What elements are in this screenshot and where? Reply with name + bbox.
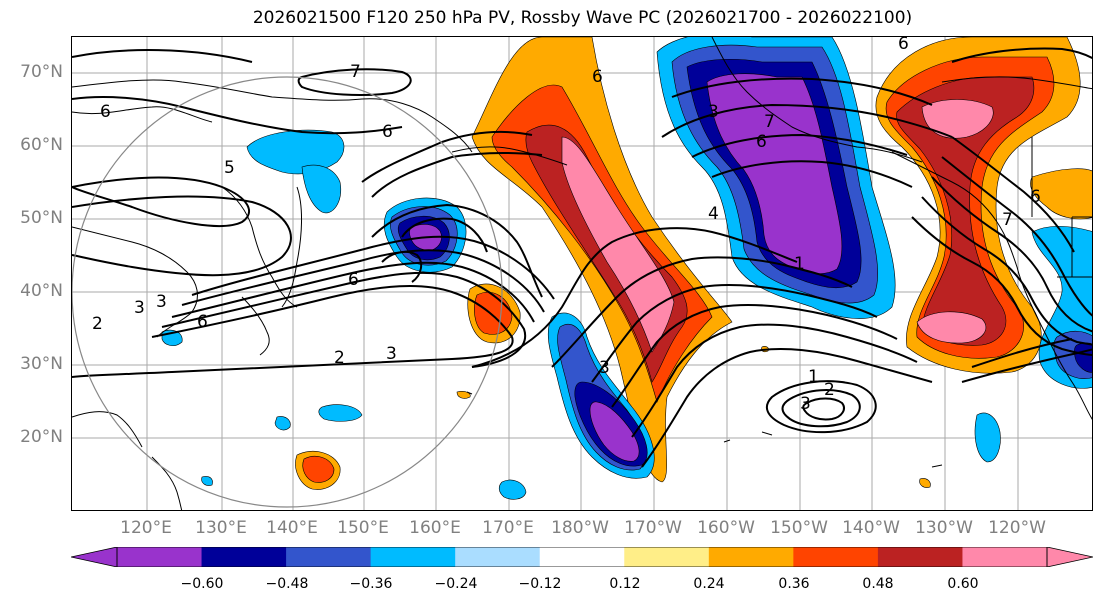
contour-label-group: 7 6 6 5 6 6 3 2 6 3 2 3 7 6 6 4 1 1 2 3 … [92,37,1041,414]
lon-label-130e: 130°E [195,518,247,538]
map-panel[interactable]: 7 6 6 5 6 6 3 2 6 3 2 3 7 6 6 4 1 1 2 3 … [71,36,1093,511]
contour-label: 3 [800,394,811,414]
contour-label: 1 [794,254,805,274]
lon-label-180w: 180°W [551,518,609,538]
contour-label: 7 [350,62,361,82]
contour-label: 3 [599,358,610,378]
colorbar-cell [708,547,794,567]
contour-label: 6 [898,37,909,54]
colorbar-tick-label: 0.48 [862,576,894,592]
contour-label: 6 [756,132,767,152]
colorbar-cell [117,547,203,567]
lon-label-120e: 120°E [120,518,172,538]
contour-label: 2 [92,314,103,334]
map-title: 2026021500 F120 250 hPa PV, Rossby Wave … [252,8,913,28]
contour-label: 3 [386,344,397,364]
lat-label-40n: 40°N [20,281,63,301]
contour-label: 6 [1030,187,1041,207]
contour-label: 3 [156,292,167,312]
colorbar-cell [624,547,710,567]
contour-label: 2 [824,380,835,400]
lon-label-150e: 150°E [337,518,389,538]
colorbar-cell [370,547,456,567]
colorbar-tick-label: −0.12 [518,576,562,592]
contour-label: 4 [708,204,719,224]
lat-label-60n: 60°N [20,135,63,155]
lat-label-70n: 70°N [20,62,63,82]
lat-label-50n: 50°N [20,208,63,228]
colorbar-tick-label: −0.48 [265,576,309,592]
pv-contours [72,47,1092,468]
lon-label-140e: 140°E [266,518,318,538]
colorbar-under-arrow [71,547,118,567]
colorbar-cell [962,547,1048,567]
lat-label-20n: 20°N [20,427,63,447]
colorbar-tick-label: 0.12 [609,576,641,592]
contour-label: 7 [1002,210,1013,230]
colorbar-cell [286,547,372,567]
colorbar-over-arrow [1046,547,1093,567]
colorbar-cell [539,547,625,567]
colorbar-tick-label: −0.60 [180,576,224,592]
contour-label: 3 [134,298,145,318]
lon-label-170w: 170°W [624,518,682,538]
lon-label-160e: 160°E [409,518,461,538]
reference-circle [72,76,503,508]
colorbar-tick-label: 0.24 [693,576,725,592]
colorbar-tick-label: 0.60 [947,576,979,592]
contour-label: 2 [334,348,345,368]
lon-label-130w: 130°W [915,518,973,538]
contour-label: 3 [708,102,719,122]
pv-anomaly-fills [161,37,1092,500]
lon-label-160w: 160°W [697,518,755,538]
lon-label-150w: 150°W [770,518,828,538]
contour-label: 6 [348,270,359,290]
colorbar-cell [793,547,879,567]
lat-label-30n: 30°N [20,354,63,374]
contour-label: 6 [100,102,111,122]
contour-label: 7 [764,112,775,132]
contour-label: 5 [224,158,235,178]
colorbar-tick-label: −0.24 [434,576,478,592]
lon-label-140w: 140°W [842,518,900,538]
lon-label-120w: 120°W [988,518,1046,538]
colorbar [71,547,1093,567]
colorbar-cell [455,547,541,567]
lon-label-170e: 170°E [482,518,534,538]
map-canvas: 7 6 6 5 6 6 3 2 6 3 2 3 7 6 6 4 1 1 2 3 … [72,37,1092,510]
contour-label: 1 [808,367,819,387]
colorbar-cell [201,547,287,567]
colorbar-tick-label: −0.36 [349,576,393,592]
contour-label: 6 [382,122,393,142]
contour-label: 6 [197,312,208,332]
colorbar-cell [877,547,963,567]
colorbar-tick-label: 0.36 [778,576,810,592]
contour-label: 6 [592,67,603,87]
